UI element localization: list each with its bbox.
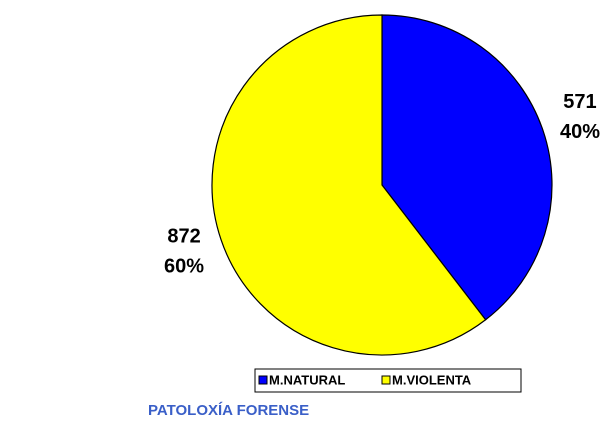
pie-slice: [211, 14, 487, 356]
legend-swatch: [381, 375, 391, 385]
legend-label: M.VIOLENTA: [392, 372, 472, 387]
percent-label: 40%: [560, 121, 600, 143]
data-label: 571: [563, 91, 596, 113]
pie-slice: [381, 14, 553, 321]
percent-label: 60%: [164, 256, 204, 278]
data-label: 872: [167, 226, 200, 248]
legend-swatch: [258, 375, 268, 385]
legend-label: M.NATURAL: [269, 372, 345, 387]
annotation: PATOLOXÍA FORENSE: [148, 402, 309, 419]
